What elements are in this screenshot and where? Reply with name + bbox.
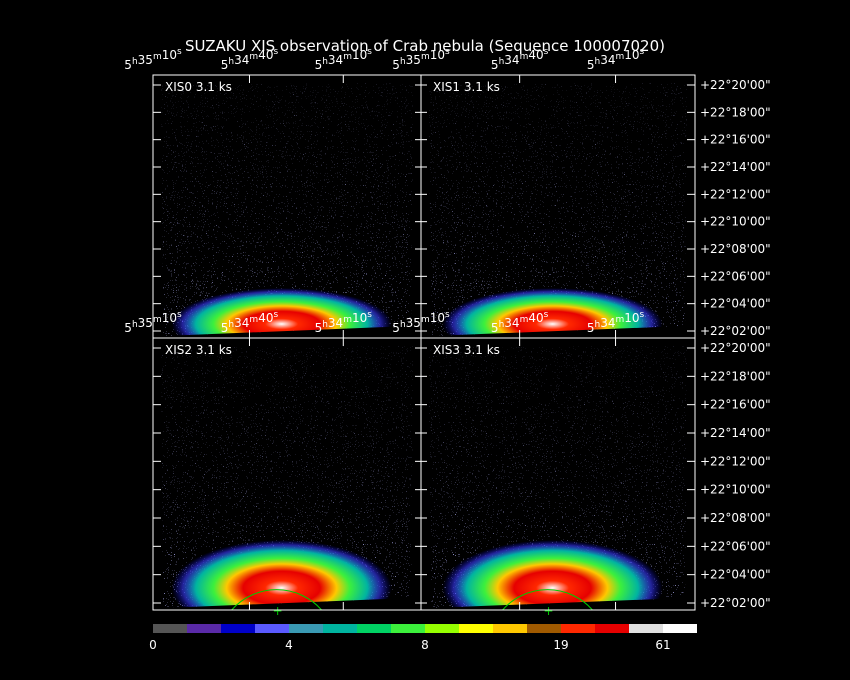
colorbar-segment xyxy=(289,624,323,633)
colorbar-label: 0 xyxy=(149,638,157,652)
cross: + xyxy=(543,604,553,618)
image xyxy=(429,346,687,608)
dec-label: +22°06'00" xyxy=(700,269,771,283)
panel-label: XIS3 3.1 ks xyxy=(433,343,500,357)
panel-label: XIS2 3.1 ks xyxy=(165,343,232,357)
region xyxy=(231,589,323,611)
panel: XIS1 3.1 ks 5h35m10s 5h34m40s 5h34m10s xyxy=(392,47,696,339)
nebula xyxy=(171,288,392,336)
dec-label: +22°08'00" xyxy=(700,242,771,256)
colorbar-segment xyxy=(459,624,493,633)
dec-label: +22°02'00" xyxy=(700,596,771,610)
colorbar-segment xyxy=(425,624,459,633)
dec-label: +22°12'00" xyxy=(700,454,771,468)
nebula xyxy=(171,540,392,608)
ra-label: 5h35m10s xyxy=(124,310,182,335)
dec-label: +22°04'00" xyxy=(700,297,771,311)
colorbar-segment xyxy=(255,624,289,633)
colorbar-segment xyxy=(357,624,391,633)
ra-label: 5h34m40s xyxy=(221,310,279,335)
dec-label: +22°14'00" xyxy=(700,426,771,440)
dec-label: +22°12'00" xyxy=(700,187,771,201)
panel: + XIS2 3.1 ks 5h35m10s 5h34m40s 5h34m10s xyxy=(124,310,422,618)
ra-label: 5h34m10s xyxy=(587,47,645,72)
dec-label: +22°18'00" xyxy=(700,369,771,383)
colorbar-segment xyxy=(561,624,595,633)
nebula xyxy=(442,540,663,608)
ra-label: 5h35m10s xyxy=(392,310,450,335)
colorbar-segment xyxy=(527,624,561,633)
colorbar-segment xyxy=(391,624,425,633)
nebula xyxy=(442,288,663,336)
colorbar-segment xyxy=(493,624,527,633)
dec-label: +22°10'00" xyxy=(700,483,771,497)
ra-label: 5h34m40s xyxy=(491,310,549,335)
colorbar-segment xyxy=(187,624,221,633)
panel: + XIS3 3.1 ks 5h35m10s 5h34m40s 5h34m10s xyxy=(392,310,696,618)
panel-frame xyxy=(420,337,696,611)
dec-label: +22°16'00" xyxy=(700,133,771,147)
ra-label: 5h35m10s xyxy=(124,47,182,72)
image xyxy=(161,83,413,336)
colorbar-segment xyxy=(663,624,697,633)
title: SUZAKU XIS observation of Crab nebula (S… xyxy=(185,37,665,55)
ra-label: 5h34m10s xyxy=(587,310,645,335)
colorbar-label: 19 xyxy=(553,638,568,652)
ra-label: 5h34m40s xyxy=(221,47,279,72)
dec-label: +22°20'00" xyxy=(700,78,771,92)
dec-label: +22°08'00" xyxy=(700,511,771,525)
colorbar-label: 61 xyxy=(655,638,670,652)
colorbar-segment xyxy=(153,624,187,633)
dec-label: +22°10'00" xyxy=(700,215,771,229)
image xyxy=(161,346,413,608)
ra-label: 5h34m10s xyxy=(315,310,373,335)
ra-label: 5h35m10s xyxy=(392,47,450,72)
dec-label: +22°16'00" xyxy=(700,398,771,412)
image xyxy=(429,83,687,336)
colorbar-label: 8 xyxy=(421,638,429,652)
colorbar-label: 4 xyxy=(285,638,293,652)
dec-label: +22°20'00" xyxy=(700,341,771,355)
dec-label: +22°14'00" xyxy=(700,160,771,174)
colorbar-segment xyxy=(629,624,663,633)
colorbar-segment xyxy=(595,624,629,633)
region xyxy=(502,589,593,611)
panel-label: XIS1 3.1 ks xyxy=(433,80,500,94)
dec-label: +22°02'00" xyxy=(700,324,771,338)
colorbar-segment xyxy=(221,624,255,633)
panel-label: XIS0 3.1 ks xyxy=(165,80,232,94)
ra-label: 5h34m10s xyxy=(315,47,373,72)
panel: XIS0 3.1 ks 5h35m10s 5h34m40s 5h34m10s xyxy=(124,47,422,339)
cross: + xyxy=(273,604,283,618)
ra-label: 5h34m40s xyxy=(491,47,549,72)
dec-label: +22°06'00" xyxy=(700,539,771,553)
dec-label: +22°04'00" xyxy=(700,568,771,582)
colorbar-segment xyxy=(323,624,357,633)
dec-label: +22°18'00" xyxy=(700,105,771,119)
